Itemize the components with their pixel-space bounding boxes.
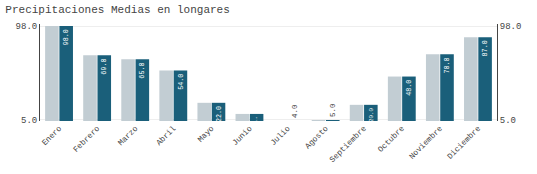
svg-text:Enero: Enero [40,124,63,147]
svg-text:Mayo: Mayo [196,124,216,144]
svg-text:54.0: 54.0 [177,74,185,90]
svg-text:Octubre: Octubre [376,124,406,154]
svg-text:65.0: 65.0 [138,63,146,79]
svg-text:Agosto: Agosto [303,124,330,151]
svg-text:Abril: Abril [154,124,177,147]
svg-text:Marzo: Marzo [116,124,139,147]
svg-text:11.0: 11.0 [255,116,258,122]
svg-text:Julio: Julio [268,124,291,147]
svg-text:Febrero: Febrero [71,124,101,154]
svg-text:Noviembre: Noviembre [407,124,444,161]
svg-text:4.0: 4.0 [291,105,299,118]
svg-text:87.0: 87.0 [481,40,489,56]
svg-text:70.0: 70.0 [443,57,451,73]
svg-text:5.0: 5.0 [500,116,516,126]
svg-text:98.0: 98.0 [62,29,70,45]
svg-text:20.0: 20.0 [368,108,375,123]
svg-text:Septiembre: Septiembre [328,124,368,164]
svg-text:Junio: Junio [230,124,253,147]
svg-text:Diciembre: Diciembre [445,124,482,161]
svg-text:48.0: 48.0 [405,80,413,96]
svg-text:98.0: 98.0 [16,22,38,32]
svg-text:5.0: 5.0 [21,116,37,126]
svg-text:Precipitaciones Medias en long: Precipitaciones Medias en longares [5,4,229,16]
svg-text:5.0: 5.0 [329,104,337,117]
svg-text:98.0: 98.0 [500,22,522,32]
svg-text:69.0: 69.0 [100,58,108,74]
svg-text:22.0: 22.0 [215,106,223,122]
